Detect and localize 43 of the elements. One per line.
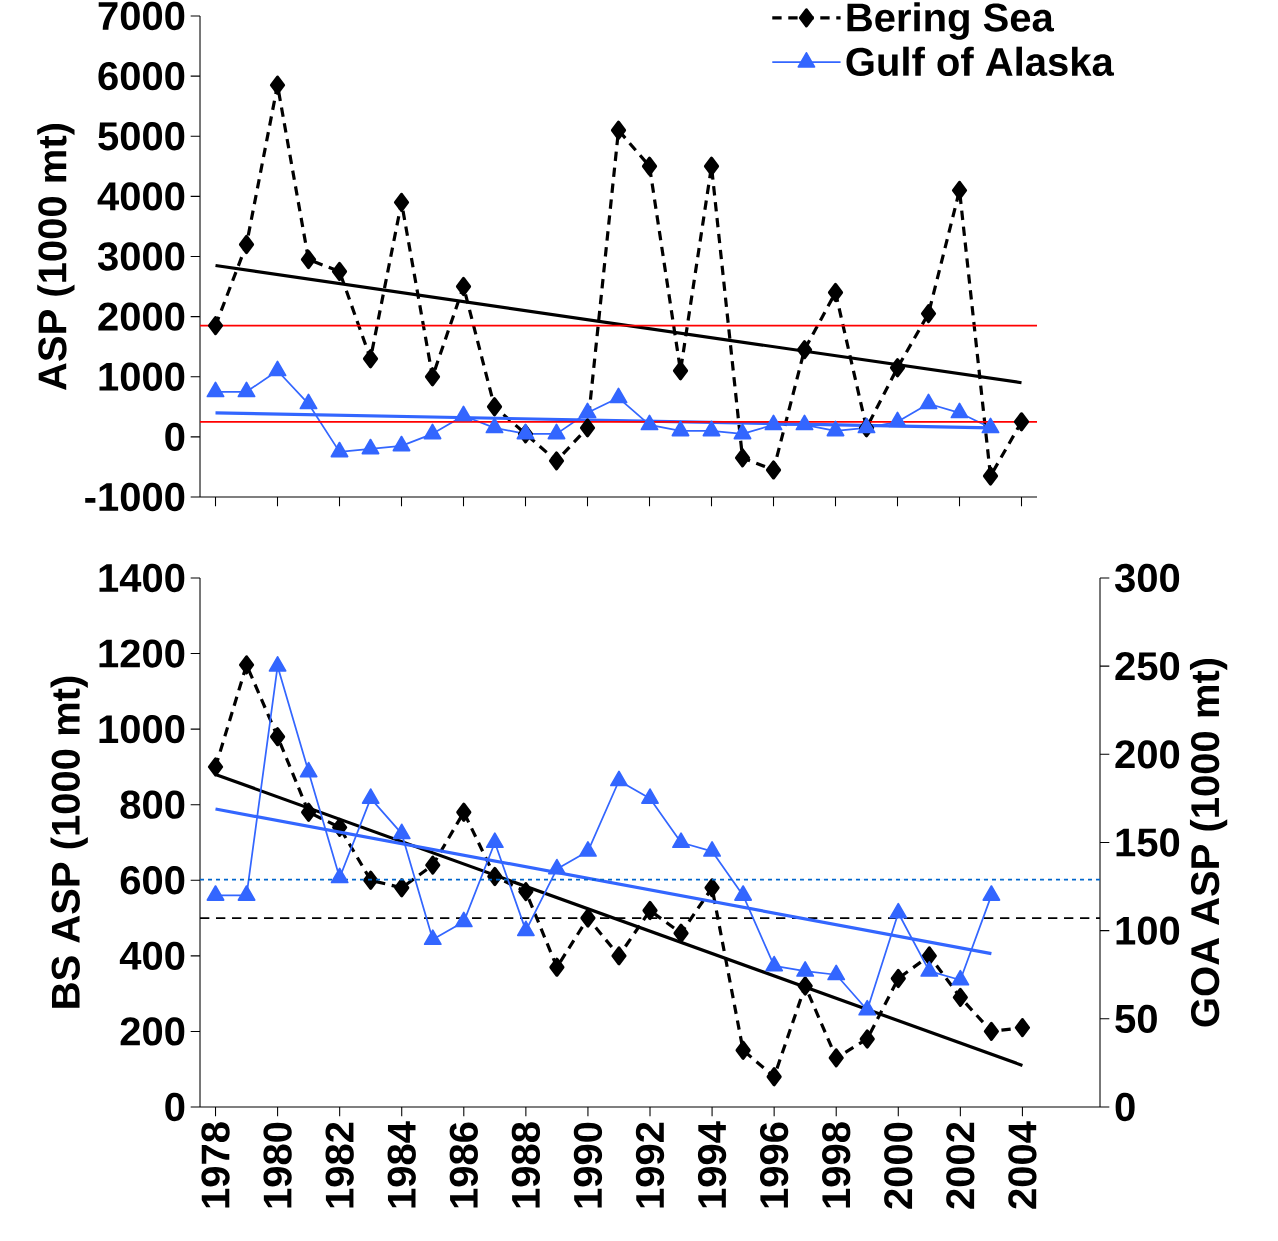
x-tick-label: 1994 xyxy=(697,1121,727,1208)
x-tick-label: 2004 xyxy=(1008,1121,1037,1209)
y2-tick-label: 200 xyxy=(1115,740,1180,769)
y2-tick-label: 150 xyxy=(1116,828,1180,857)
x-tick-label: 1980 xyxy=(263,1122,292,1208)
x-tick-label: 1988 xyxy=(511,1122,541,1208)
y-tick-label: 200 xyxy=(120,1017,185,1046)
y2-tick-label: 50 xyxy=(1115,1004,1157,1033)
x-tick-label: 1998 xyxy=(822,1122,851,1208)
x-tick-label: 1986 xyxy=(449,1122,478,1208)
y2-tick-label: 0 xyxy=(1115,1092,1135,1122)
y-tick-label: 400 xyxy=(119,941,185,971)
y-tick-label: 7000 xyxy=(98,1,185,31)
y-axis-title: ASP (1000 mt) xyxy=(37,124,75,390)
x-tick-label: 2002 xyxy=(946,1122,975,1209)
y2-tick-label: 100 xyxy=(1116,916,1180,945)
y-tick-label: 1000 xyxy=(99,362,185,391)
y2-axis-title: GOA ASP (1000 mt) xyxy=(1189,658,1228,1027)
y-tick-label: 3000 xyxy=(97,242,185,271)
y-tick-label: 4000 xyxy=(97,182,185,211)
y-tick-label: 0 xyxy=(165,422,185,452)
legend-label: Gulf of Alaska xyxy=(846,46,1115,77)
x-tick-label: 2000 xyxy=(884,1122,913,1209)
y-axis-title: BS ASP (1000 mt) xyxy=(50,676,88,1008)
y2-tick-label: 250 xyxy=(1115,651,1180,681)
y-tick-label: 1000 xyxy=(99,714,185,744)
legend-label: Bering Sea xyxy=(847,2,1055,40)
y-tick-label: 600 xyxy=(120,866,185,895)
x-tick-label: 1982 xyxy=(325,1122,354,1208)
y2-tick-label: 300 xyxy=(1114,563,1180,593)
x-tick-label: 1992 xyxy=(635,1122,665,1208)
x-tick-label: 1996 xyxy=(759,1122,789,1208)
x-tick-label: 1984 xyxy=(387,1121,416,1208)
y-tick-label: 1400 xyxy=(99,563,185,593)
y-tick-label: 1200 xyxy=(99,639,185,668)
y-tick-label: 6000 xyxy=(98,61,185,91)
y-tick-label: 0 xyxy=(165,1092,185,1122)
y-tick-label: 2000 xyxy=(98,302,185,331)
x-tick-label: 1978 xyxy=(201,1122,230,1208)
y-tick-label: 800 xyxy=(120,790,185,819)
x-tick-label: 1990 xyxy=(573,1122,603,1208)
y-tick-label: -1000 xyxy=(85,482,185,512)
y-tick-label: 5000 xyxy=(98,122,185,151)
